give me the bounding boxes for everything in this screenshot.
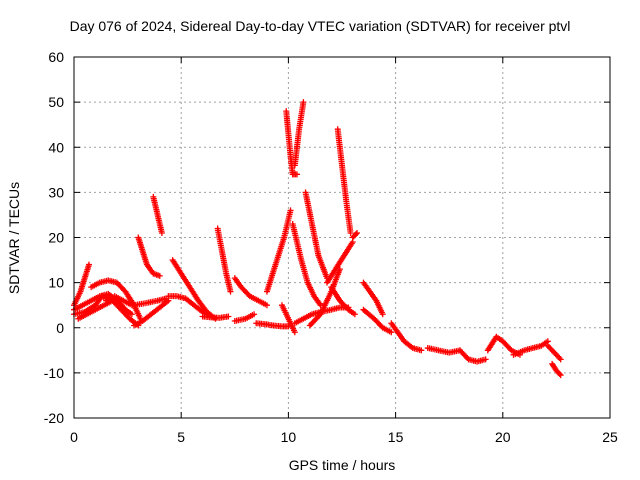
series-sat-o <box>231 275 270 309</box>
data-point-marker <box>225 313 232 320</box>
series-sat-ae <box>360 306 395 336</box>
data-point-marker <box>347 229 354 236</box>
series-sat-ah <box>456 347 489 365</box>
y-tick-label: 40 <box>48 139 64 155</box>
x-tick-label: 0 <box>70 429 78 445</box>
data-point-marker <box>379 311 386 318</box>
data-point-marker <box>156 272 163 279</box>
series-sat-p <box>231 311 258 324</box>
y-tick-label: 60 <box>48 49 64 65</box>
data-point-marker <box>121 305 128 312</box>
series-sat-n <box>214 225 234 295</box>
data-point-marker <box>388 329 395 336</box>
x-axis-label: GPS time / hours <box>288 457 396 473</box>
series-sat-ag <box>424 345 463 356</box>
x-tick-label: 15 <box>388 429 404 445</box>
data-point-marker <box>287 207 294 214</box>
data-point-marker <box>557 356 564 363</box>
series-sat-w <box>302 189 330 282</box>
data-point-marker <box>251 311 258 318</box>
series-sat-ac <box>349 229 361 241</box>
data-point-marker <box>158 229 165 236</box>
series-sat-h <box>131 297 172 329</box>
data-point-marker <box>300 99 307 106</box>
data-point-marker <box>354 229 361 236</box>
series-sat-aj <box>510 338 551 358</box>
data-point-marker <box>227 288 234 295</box>
series-sat-f <box>103 293 135 309</box>
series-sat-r <box>263 207 294 295</box>
data-point-marker <box>557 372 564 379</box>
data-point-marker <box>556 371 563 378</box>
series-sat-d <box>75 297 129 322</box>
data-point-marker <box>122 306 129 313</box>
y-tick-label: 10 <box>48 275 64 291</box>
series-sat-q <box>253 320 292 330</box>
data-point-marker <box>418 347 425 354</box>
axis-ticks: 0 5 10 15 20 25 -20 -10 0 10 20 30 40 50 60 <box>44 49 618 445</box>
y-tick-label: 30 <box>48 184 64 200</box>
series-sat-u <box>291 99 307 169</box>
grid <box>74 57 610 418</box>
data-point-marker <box>128 311 135 318</box>
y-tick-label: 20 <box>48 230 64 246</box>
data-points <box>71 99 564 379</box>
series-sat-al <box>549 360 564 379</box>
series-sat-m <box>199 313 232 321</box>
series-sat-ad <box>360 279 386 318</box>
data-point-marker <box>263 302 270 309</box>
data-point-marker <box>351 311 358 318</box>
series-sat-ak <box>544 342 564 363</box>
y-tick-label: 0 <box>56 320 64 336</box>
series-sat-af <box>388 320 425 354</box>
chart-title: Day 076 of 2024, Sidereal Day-to-day VTE… <box>69 18 571 34</box>
y-tick-label: -10 <box>44 365 64 381</box>
series-sat-z <box>334 126 354 236</box>
series-sat-i <box>150 193 165 236</box>
x-tick-label: 10 <box>281 429 297 445</box>
series-sat-ab <box>328 284 358 318</box>
data-point-marker <box>86 261 93 268</box>
series-sat-k <box>165 293 215 320</box>
y-tick-label: 50 <box>48 94 64 110</box>
series-sat-l <box>169 257 219 322</box>
data-point-marker <box>482 356 489 363</box>
x-tick-label: 20 <box>495 429 511 445</box>
x-tick-label: 25 <box>602 429 618 445</box>
series-sat-g <box>135 234 163 279</box>
data-point-marker <box>291 329 298 336</box>
y-tick-label: -20 <box>44 410 64 426</box>
series-sat-j <box>131 295 170 309</box>
data-point-marker <box>352 231 359 238</box>
data-point-marker <box>293 171 300 178</box>
x-tick-label: 5 <box>177 429 185 445</box>
series-sat-aa <box>323 239 356 286</box>
series-sat-v <box>289 220 324 309</box>
